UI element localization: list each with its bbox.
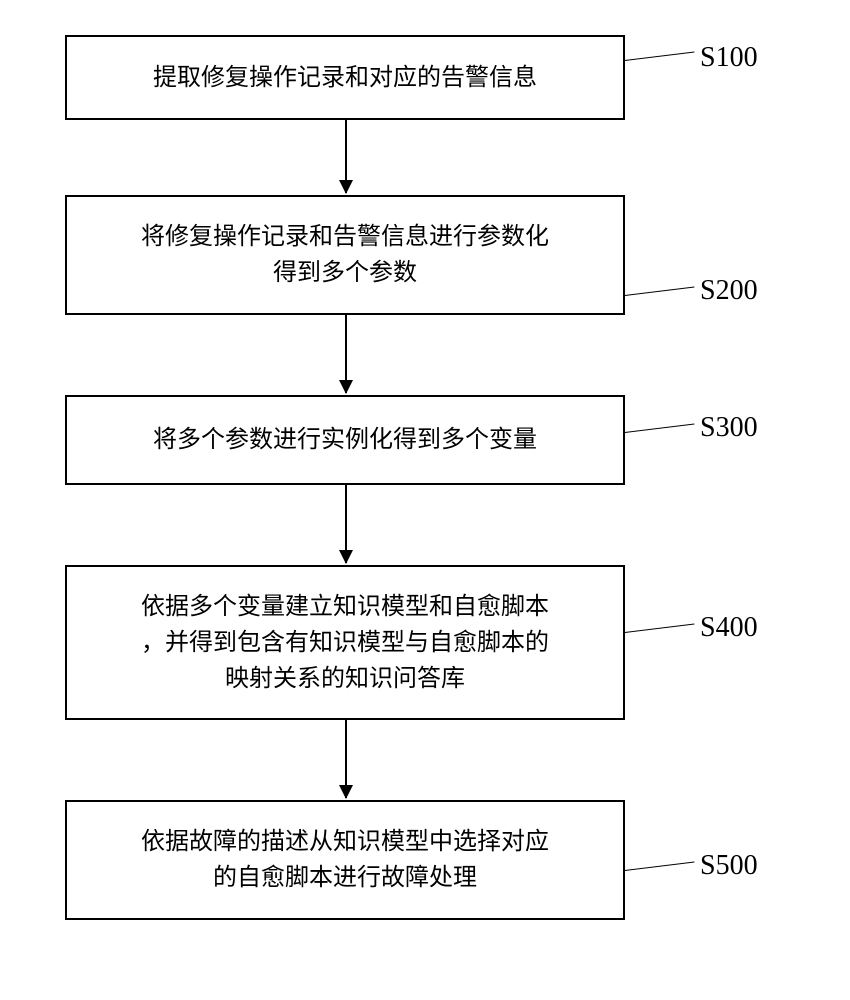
flowchart-canvas: 提取修复操作记录和对应的告警信息 S100 将修复操作记录和告警信息进行参数化 得到… <box>0 0 850 1000</box>
step-text-s400: 依据多个变量建立知识模型和自愈脚本 ，并得到包含有知识模型与自愈脚本的 映射关系… <box>141 589 549 697</box>
step-text-s200: 将修复操作记录和告警信息进行参数化 得到多个参数 <box>141 219 549 291</box>
step-text-s500: 依据故障的描述从知识模型中选择对应 的自愈脚本进行故障处理 <box>141 824 549 896</box>
step-label-s500: S500 <box>700 850 758 882</box>
label-connector-s200 <box>625 286 695 298</box>
step-label-s400: S400 <box>700 612 758 644</box>
arrow-s100-to-s200 <box>345 120 347 193</box>
step-text-s100: 提取修复操作记录和对应的告警信息 <box>153 60 537 96</box>
arrow-s300-to-s400 <box>345 485 347 563</box>
label-connector-s100 <box>625 51 695 63</box>
label-connector-s500 <box>625 861 695 873</box>
label-connector-s300 <box>625 423 695 435</box>
step-label-s300: S300 <box>700 412 758 444</box>
step-box-s300: 将多个参数进行实例化得到多个变量 <box>65 395 625 485</box>
step-box-s400: 依据多个变量建立知识模型和自愈脚本 ，并得到包含有知识模型与自愈脚本的 映射关系… <box>65 565 625 720</box>
arrow-s200-to-s300 <box>345 315 347 393</box>
step-box-s200: 将修复操作记录和告警信息进行参数化 得到多个参数 <box>65 195 625 315</box>
step-text-s300: 将多个参数进行实例化得到多个变量 <box>153 422 537 458</box>
step-box-s500: 依据故障的描述从知识模型中选择对应 的自愈脚本进行故障处理 <box>65 800 625 920</box>
step-box-s100: 提取修复操作记录和对应的告警信息 <box>65 35 625 120</box>
arrow-s400-to-s500 <box>345 720 347 798</box>
step-label-s100: S100 <box>700 42 758 74</box>
step-label-s200: S200 <box>700 275 758 307</box>
label-connector-s400 <box>625 623 695 635</box>
